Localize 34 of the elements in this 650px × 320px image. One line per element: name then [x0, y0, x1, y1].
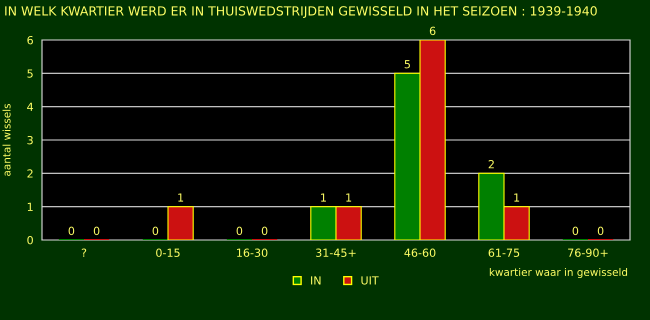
data-label: 1 — [346, 193, 352, 202]
legend-label: IN — [311, 276, 320, 284]
data-label: 1 — [178, 193, 184, 202]
data-label: 0 — [262, 226, 268, 236]
x-axis-title: kwartier waar in gewisseld — [490, 268, 628, 278]
x-tick-label: 31-45+ — [316, 248, 356, 257]
data-label: 0 — [236, 226, 242, 236]
y-tick-label: 2 — [27, 169, 33, 178]
x-tick-label: 16-30 — [237, 248, 268, 257]
data-label: 6 — [430, 26, 436, 36]
y-tick-label: 6 — [27, 36, 33, 44]
x-tick-label: 46-60 — [404, 248, 436, 257]
y-tick-label: 0 — [27, 236, 33, 244]
y-tick-label: 5 — [27, 69, 33, 78]
data-label: 2 — [488, 160, 494, 168]
data-label: 0 — [572, 226, 578, 236]
data-label: 5 — [404, 60, 410, 68]
x-tick-label: ? — [82, 248, 86, 257]
x-tick-label: 61-75 — [488, 248, 520, 257]
y-tick-label: 3 — [27, 136, 33, 144]
x-tick-label: 0-15 — [156, 248, 180, 257]
legend-label: UIT — [361, 276, 379, 285]
data-label: 1 — [514, 193, 520, 202]
data-label: 0 — [68, 226, 74, 236]
y-axis-title: aantal wissels — [2, 104, 11, 176]
data-label: 1 — [321, 193, 326, 202]
bar — [167, 206, 194, 240]
data-label: 0 — [598, 226, 604, 236]
data-label: 0 — [152, 226, 158, 236]
x-tick-label: 76-90+ — [568, 248, 608, 257]
data-label: 0 — [94, 226, 100, 236]
y-tick-label: 4 — [27, 102, 34, 111]
chart-title: IN WELK KWARTIER WERD ER IN THUISWEDSTRIJDEN GEWISSELD IN HET SEIZOEN : 1939-1940 — [5, 6, 597, 18]
y-tick-label: 1 — [28, 202, 33, 211]
